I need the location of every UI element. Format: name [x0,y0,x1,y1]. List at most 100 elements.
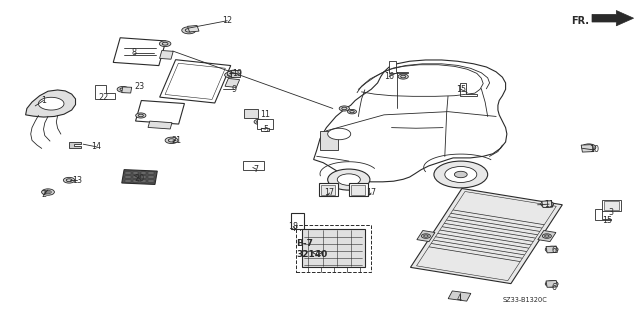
Bar [602,200,621,211]
Circle shape [424,235,428,237]
Circle shape [163,42,168,45]
Polygon shape [581,145,594,152]
Text: 11: 11 [544,200,554,209]
Text: 23: 23 [134,82,145,91]
Bar [319,183,338,196]
Circle shape [182,27,196,34]
Circle shape [159,41,171,47]
Polygon shape [546,246,557,253]
Bar [133,176,138,178]
Text: 7: 7 [253,165,259,174]
Polygon shape [159,60,231,103]
Circle shape [434,161,488,188]
Bar [296,225,371,272]
Circle shape [45,190,51,194]
Bar [148,180,154,182]
Circle shape [545,281,558,287]
Bar [141,172,146,174]
Circle shape [543,234,552,238]
Circle shape [63,177,75,183]
Circle shape [225,72,236,78]
Circle shape [328,169,370,190]
Text: B-7
32140: B-7 32140 [296,239,328,258]
Circle shape [582,144,596,151]
Polygon shape [538,231,556,241]
Circle shape [339,106,349,111]
Circle shape [401,75,406,78]
Polygon shape [159,50,173,59]
Circle shape [227,70,240,77]
Circle shape [165,137,178,144]
Circle shape [254,119,264,124]
Polygon shape [460,83,477,96]
Bar [148,172,154,174]
Text: 2: 2 [41,190,46,199]
Text: 1: 1 [41,96,46,105]
Text: FR.: FR. [571,16,589,26]
Polygon shape [542,201,552,208]
Bar [604,201,619,210]
Bar [125,176,131,178]
Circle shape [348,109,356,114]
Text: 6: 6 [551,246,556,255]
Polygon shape [136,100,184,124]
Text: 15: 15 [456,85,466,94]
Text: SZ33-B1320C: SZ33-B1320C [502,298,547,303]
Text: 20: 20 [134,174,145,183]
Bar [125,172,131,174]
Bar [291,213,304,229]
Circle shape [138,114,143,117]
Polygon shape [312,250,323,255]
Circle shape [454,171,467,178]
Bar [133,172,138,174]
Bar [261,128,269,131]
Bar [302,229,365,267]
Text: 12: 12 [222,16,232,25]
Circle shape [337,174,360,185]
Text: 19: 19 [232,69,242,78]
Text: 15: 15 [602,216,612,225]
Text: 13: 13 [72,176,82,185]
Polygon shape [410,189,563,284]
Polygon shape [122,170,157,184]
Text: 22: 22 [99,93,109,102]
Circle shape [421,234,430,238]
Polygon shape [314,60,507,182]
Text: 6: 6 [551,283,556,292]
Circle shape [120,88,125,91]
Bar [141,180,146,182]
Polygon shape [244,109,258,118]
Circle shape [342,107,347,110]
Polygon shape [546,280,557,287]
Circle shape [186,29,192,32]
Text: 3: 3 [609,208,614,217]
Text: 16: 16 [384,72,394,81]
Text: 18: 18 [288,222,298,231]
Bar [125,180,131,182]
Polygon shape [595,209,611,220]
Polygon shape [389,61,408,73]
Polygon shape [592,11,634,26]
Circle shape [544,203,550,206]
Circle shape [168,139,175,142]
Polygon shape [69,142,81,148]
Circle shape [548,282,555,286]
Bar [141,176,146,178]
Text: 4: 4 [457,294,462,303]
Polygon shape [417,231,435,241]
Bar [351,185,365,195]
Polygon shape [188,26,199,32]
Circle shape [548,248,555,251]
Circle shape [545,246,558,253]
Polygon shape [148,121,172,129]
Circle shape [228,74,233,77]
Text: 10: 10 [589,145,599,154]
Text: 5: 5 [263,125,268,134]
Circle shape [398,74,408,79]
Polygon shape [122,87,132,93]
Circle shape [230,72,237,75]
Text: 14: 14 [91,142,101,151]
Circle shape [586,145,593,149]
Circle shape [67,179,72,182]
Text: 11: 11 [260,110,271,119]
